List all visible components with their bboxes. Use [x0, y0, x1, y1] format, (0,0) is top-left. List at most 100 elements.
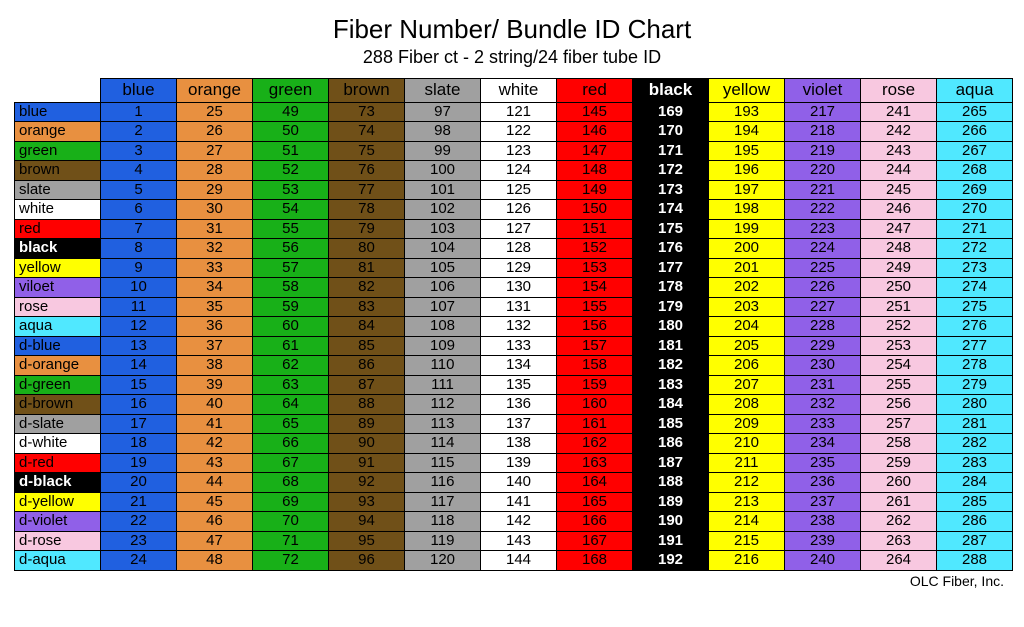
table-row: black8325680104128152176200224248272	[15, 239, 1013, 259]
table-cell: 54	[253, 200, 329, 220]
table-cell: 171	[633, 141, 709, 161]
table-cell: 271	[937, 219, 1013, 239]
table-cell: 111	[405, 375, 481, 395]
table-cell: 89	[329, 414, 405, 434]
table-cell: 260	[861, 473, 937, 493]
table-cell: 42	[177, 434, 253, 454]
table-cell: 67	[253, 453, 329, 473]
table-cell: 128	[481, 239, 557, 259]
table-cell: 122	[481, 122, 557, 142]
table-cell: 1	[101, 102, 177, 122]
table-cell: 52	[253, 161, 329, 181]
table-cell: 265	[937, 102, 1013, 122]
table-cell: 245	[861, 180, 937, 200]
table-cell: 264	[861, 551, 937, 571]
table-cell: 231	[785, 375, 861, 395]
footer-text: OLC Fiber, Inc.	[14, 571, 1010, 589]
table-cell: 124	[481, 161, 557, 181]
table-cell: 277	[937, 336, 1013, 356]
row-header-yellow: yellow	[15, 258, 101, 278]
table-cell: 269	[937, 180, 1013, 200]
table-cell: 220	[785, 161, 861, 181]
table-cell: 209	[709, 414, 785, 434]
table-cell: 282	[937, 434, 1013, 454]
table-cell: 241	[861, 102, 937, 122]
table-cell: 285	[937, 492, 1013, 512]
table-cell: 121	[481, 102, 557, 122]
table-cell: 26	[177, 122, 253, 142]
table-cell: 187	[633, 453, 709, 473]
table-cell: 167	[557, 531, 633, 551]
table-cell: 98	[405, 122, 481, 142]
table-cell: 276	[937, 317, 1013, 337]
table-cell: 222	[785, 200, 861, 220]
table-cell: 4	[101, 161, 177, 181]
table-cell: 5	[101, 180, 177, 200]
table-cell: 232	[785, 395, 861, 415]
table-cell: 199	[709, 219, 785, 239]
table-cell: 105	[405, 258, 481, 278]
table-cell: 278	[937, 356, 1013, 376]
table-cell: 204	[709, 317, 785, 337]
table-cell: 118	[405, 512, 481, 532]
table-cell: 63	[253, 375, 329, 395]
table-cell: 96	[329, 551, 405, 571]
table-cell: 273	[937, 258, 1013, 278]
table-cell: 29	[177, 180, 253, 200]
table-cell: 181	[633, 336, 709, 356]
table-cell: 80	[329, 239, 405, 259]
table-cell: 16	[101, 395, 177, 415]
table-cell: 28	[177, 161, 253, 181]
table-cell: 184	[633, 395, 709, 415]
col-header-blue: blue	[101, 79, 177, 103]
table-cell: 48	[177, 551, 253, 571]
table-cell: 150	[557, 200, 633, 220]
table-cell: 281	[937, 414, 1013, 434]
table-cell: 39	[177, 375, 253, 395]
table-cell: 130	[481, 278, 557, 298]
row-header-green: green	[15, 141, 101, 161]
table-cell: 246	[861, 200, 937, 220]
row-header-slate: slate	[15, 180, 101, 200]
table-cell: 43	[177, 453, 253, 473]
table-row: brown4285276100124148172196220244268	[15, 161, 1013, 181]
table-cell: 240	[785, 551, 861, 571]
table-cell: 102	[405, 200, 481, 220]
col-header-green: green	[253, 79, 329, 103]
row-header-d-orange: d-orange	[15, 356, 101, 376]
table-cell: 233	[785, 414, 861, 434]
table-cell: 110	[405, 356, 481, 376]
table-cell: 274	[937, 278, 1013, 298]
table-cell: 272	[937, 239, 1013, 259]
table-cell: 115	[405, 453, 481, 473]
col-header-aqua: aqua	[937, 79, 1013, 103]
table-row: d-yellow21456993117141165189213237261285	[15, 492, 1013, 512]
table-cell: 185	[633, 414, 709, 434]
table-cell: 207	[709, 375, 785, 395]
table-cell: 244	[861, 161, 937, 181]
table-cell: 97	[405, 102, 481, 122]
table-cell: 20	[101, 473, 177, 493]
table-cell: 182	[633, 356, 709, 376]
table-cell: 55	[253, 219, 329, 239]
table-cell: 33	[177, 258, 253, 278]
table-cell: 174	[633, 200, 709, 220]
table-cell: 72	[253, 551, 329, 571]
table-cell: 61	[253, 336, 329, 356]
table-cell: 38	[177, 356, 253, 376]
table-cell: 71	[253, 531, 329, 551]
row-header-d-aqua: d-aqua	[15, 551, 101, 571]
table-row: blue125497397121145169193217241265	[15, 102, 1013, 122]
col-header-red: red	[557, 79, 633, 103]
table-cell: 189	[633, 492, 709, 512]
table-cell: 192	[633, 551, 709, 571]
col-header-white: white	[481, 79, 557, 103]
table-cell: 263	[861, 531, 937, 551]
table-cell: 135	[481, 375, 557, 395]
table-cell: 162	[557, 434, 633, 454]
table-cell: 51	[253, 141, 329, 161]
row-header-d-rose: d-rose	[15, 531, 101, 551]
table-body: blue125497397121145169193217241265orange…	[15, 102, 1013, 570]
table-cell: 258	[861, 434, 937, 454]
table-cell: 219	[785, 141, 861, 161]
